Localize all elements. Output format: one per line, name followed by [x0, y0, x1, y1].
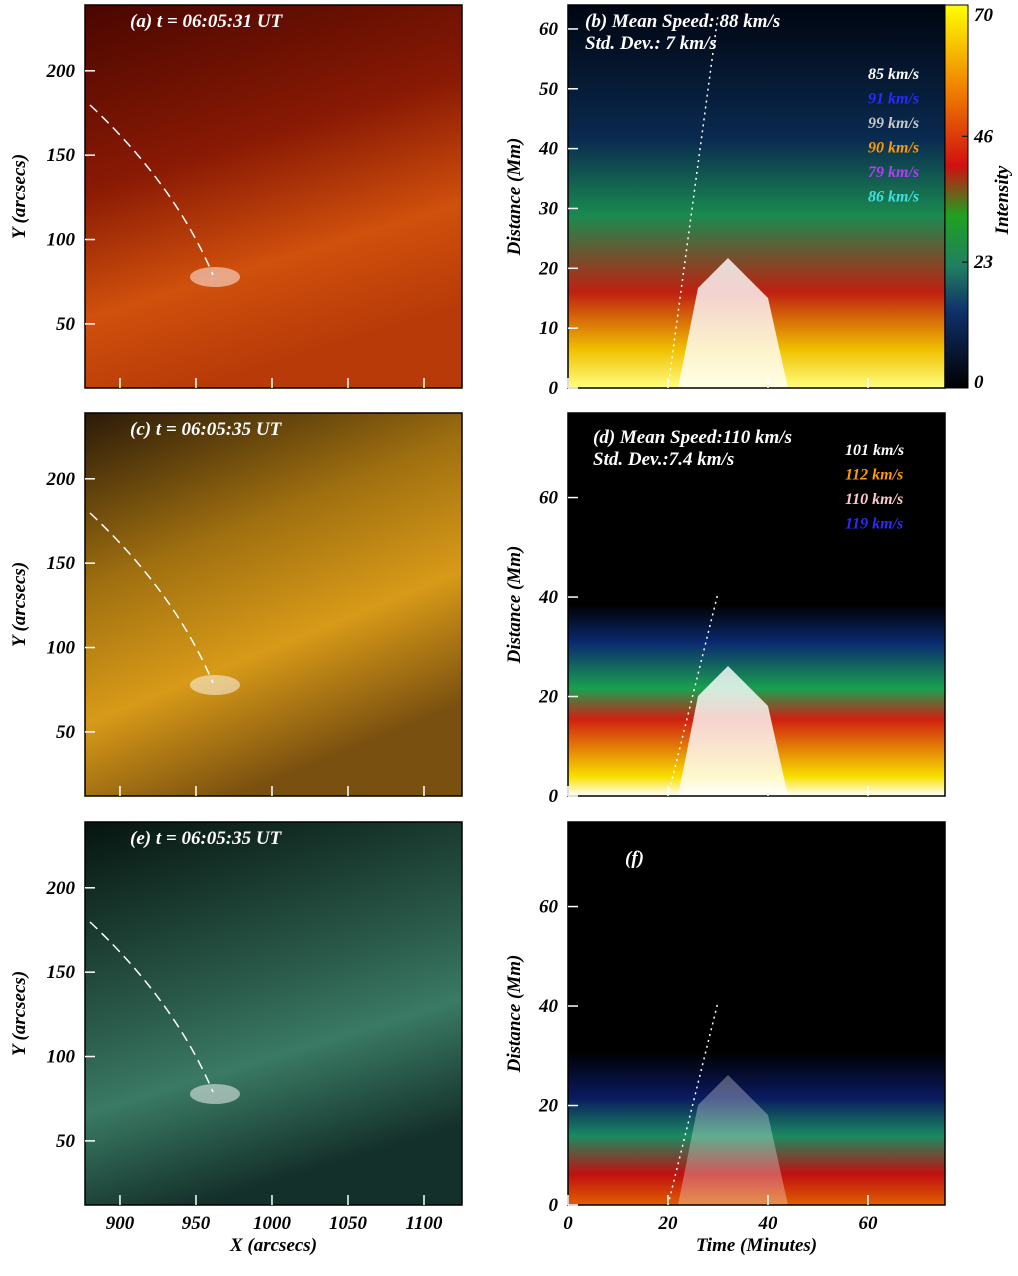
frame	[84, 4, 463, 389]
y-axis-label: Y (arcsecs)	[9, 562, 30, 647]
x-tick-label: 0	[563, 1213, 573, 1234]
y-tick-label: 20	[538, 687, 559, 708]
y-tick-label: 30	[538, 198, 559, 219]
panel-label: (c) t = 06:05:35 UT	[130, 419, 283, 440]
x-tick-label: 1050	[329, 1213, 368, 1234]
x-axis-label: Time (Minutes)	[696, 1235, 817, 1256]
y-tick-label: 200	[46, 61, 76, 82]
speed-label: 110 km/s	[845, 491, 903, 508]
y-tick-label: 100	[47, 638, 76, 659]
y-tick-label: 100	[47, 1047, 76, 1068]
speed-label: 119 km/s	[845, 516, 903, 533]
solar-image	[85, 5, 462, 388]
colorbar-tick-label: 70	[974, 5, 994, 26]
y-tick-label: 150	[47, 553, 76, 574]
colorbar-tick-label: 46	[973, 126, 994, 147]
y-tick-label: 100	[47, 230, 76, 251]
y-tick-label: 20	[538, 258, 559, 279]
speed-label: 79 km/s	[868, 164, 919, 181]
y-axis-label: Distance (Mm)	[504, 955, 525, 1074]
speed-label: 90 km/s	[868, 140, 919, 157]
y-tick-label: 0	[549, 378, 559, 399]
y-tick-label: 60	[539, 897, 559, 918]
solar-image	[85, 413, 462, 796]
y-tick-label: 200	[46, 469, 76, 490]
y-tick-label: 150	[47, 962, 76, 983]
frame	[567, 412, 946, 797]
jet-core	[678, 258, 788, 388]
speed-label: 85 km/s	[868, 66, 919, 83]
y-tick-label: 200	[46, 878, 76, 899]
jet-core	[678, 1075, 788, 1205]
speed-label: 99 km/s	[868, 115, 919, 132]
y-tick-label: 50	[56, 722, 76, 743]
y-tick-label: 0	[549, 1195, 559, 1216]
y-axis-label: Y (arcsecs)	[9, 971, 30, 1056]
x-tick-label: 900	[106, 1213, 135, 1234]
speed-fit	[667, 592, 719, 797]
y-tick-label: 10	[539, 318, 559, 339]
panel-sublabel: Std. Dev.: 7 km/s	[585, 33, 717, 54]
x-axis-label: X (arcsecs)	[229, 1235, 317, 1256]
colorbar-tick-label: 0	[974, 372, 984, 393]
y-tick-label: 40	[538, 139, 559, 160]
frame	[567, 821, 946, 1206]
x-tick-label: 20	[658, 1213, 679, 1234]
x-tick-label: 1100	[406, 1213, 443, 1234]
y-tick-label: 40	[538, 996, 559, 1017]
y-tick-label: 60	[539, 488, 559, 509]
panel-label: (d) Mean Speed:110 km/s	[593, 427, 792, 448]
y-axis-label: Y (arcsecs)	[9, 154, 30, 239]
frame	[84, 412, 463, 797]
x-tick-label: 40	[758, 1213, 779, 1234]
speed-label: 91 km/s	[868, 91, 919, 108]
bright-region	[190, 675, 240, 695]
y-tick-label: 150	[47, 145, 76, 166]
panel-label: (a) t = 06:05:31 UT	[130, 11, 284, 32]
bright-region	[190, 1084, 240, 1104]
y-tick-label: 40	[538, 587, 559, 608]
panel-label: (e) t = 06:05:35 UT	[130, 828, 283, 849]
colorbar-tick-label: 23	[973, 252, 993, 273]
y-tick-label: 20	[538, 1096, 559, 1117]
colorbar-label: Intensity	[992, 165, 1013, 235]
frame	[84, 821, 463, 1206]
y-tick-label: 50	[56, 314, 76, 335]
time-distance-map	[568, 822, 945, 1205]
speed-label: 86 km/s	[868, 189, 919, 206]
x-tick-label: 950	[182, 1213, 211, 1234]
panel-label: (f)	[625, 848, 644, 869]
x-tick-label: 60	[859, 1213, 879, 1234]
y-tick-label: 50	[539, 79, 559, 100]
panel-label: (b) Mean Speed: 88 km/s	[585, 11, 780, 32]
panel-sublabel: Std. Dev.:7.4 km/s	[593, 449, 734, 470]
colorbar	[944, 4, 969, 389]
y-axis-label: Distance (Mm)	[504, 546, 525, 665]
x-tick-label: 1000	[253, 1213, 292, 1234]
jet-core	[678, 666, 788, 796]
y-axis-label: Distance (Mm)	[504, 138, 525, 257]
speed-fit	[667, 14, 719, 389]
bright-region	[190, 267, 240, 287]
speed-fit	[667, 1001, 719, 1206]
y-tick-label: 0	[549, 786, 559, 807]
speed-label: 101 km/s	[845, 442, 904, 459]
speed-label: 112 km/s	[845, 467, 903, 484]
y-tick-label: 60	[539, 19, 559, 40]
y-tick-label: 50	[56, 1131, 76, 1152]
solar-image	[85, 822, 462, 1205]
